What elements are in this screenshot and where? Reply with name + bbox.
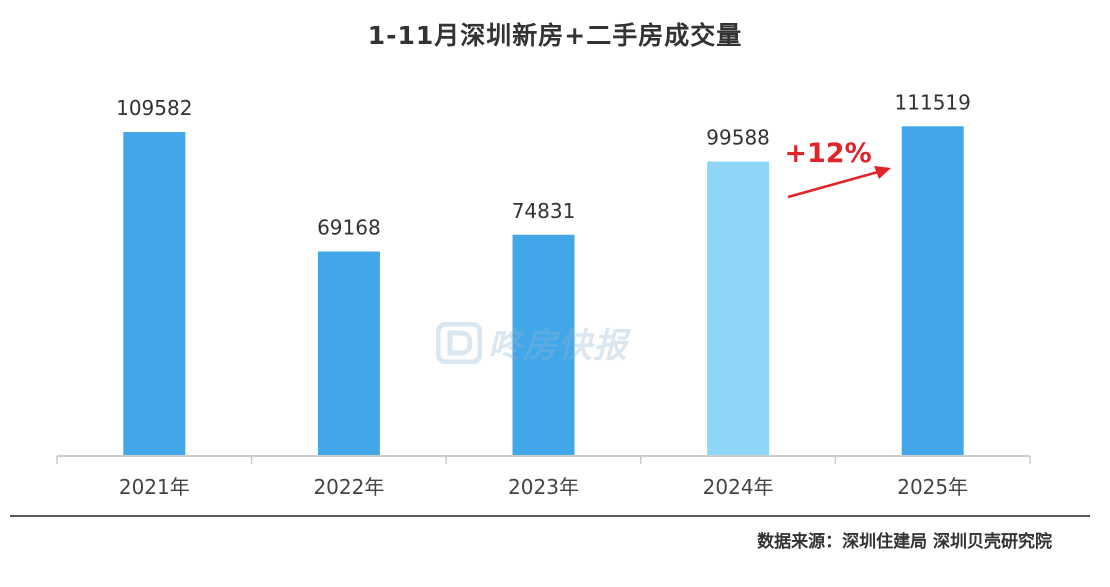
bar-2 xyxy=(512,234,575,456)
bars-layer xyxy=(123,126,964,456)
data-label-4: 111519 xyxy=(895,90,971,114)
bar-3 xyxy=(707,161,770,456)
data-label-1: 69168 xyxy=(317,216,381,240)
watermark-text: 咚房快报 xyxy=(488,326,628,366)
chart-title: 1-11月深圳新房+二手房成交量 xyxy=(367,21,743,50)
growth-annotation: +12% xyxy=(784,138,891,199)
x-tick-label-3: 2024年 xyxy=(703,475,774,499)
bar-0 xyxy=(123,132,186,456)
growth-label: +12% xyxy=(784,138,871,169)
x-tick-label-0: 2021年 xyxy=(119,475,190,499)
data-label-2: 74831 xyxy=(512,199,576,223)
source-note: 数据来源：深圳住建局 深圳贝壳研究院 xyxy=(757,532,1052,552)
data-label-3: 99588 xyxy=(706,126,770,150)
growth-arrow-head-icon xyxy=(874,166,891,179)
x-tick-label-2: 2023年 xyxy=(508,475,579,499)
growth-arrow-line xyxy=(787,170,879,199)
x-tick-label-4: 2025年 xyxy=(897,475,968,499)
value-labels-layer: 109582 69168 74831 99588 111519 xyxy=(116,90,971,239)
x-tick-label-1: 2022年 xyxy=(313,475,384,499)
d-logo-icon xyxy=(436,321,482,364)
bottom-rule xyxy=(10,515,1090,517)
watermark: 咚房快报 xyxy=(436,318,628,367)
data-label-0: 109582 xyxy=(116,96,192,120)
bar-1 xyxy=(317,251,380,456)
bar-4 xyxy=(901,126,964,456)
x-axis: 2021年 2022年 2023年 2024年 2025年 xyxy=(56,455,1031,499)
